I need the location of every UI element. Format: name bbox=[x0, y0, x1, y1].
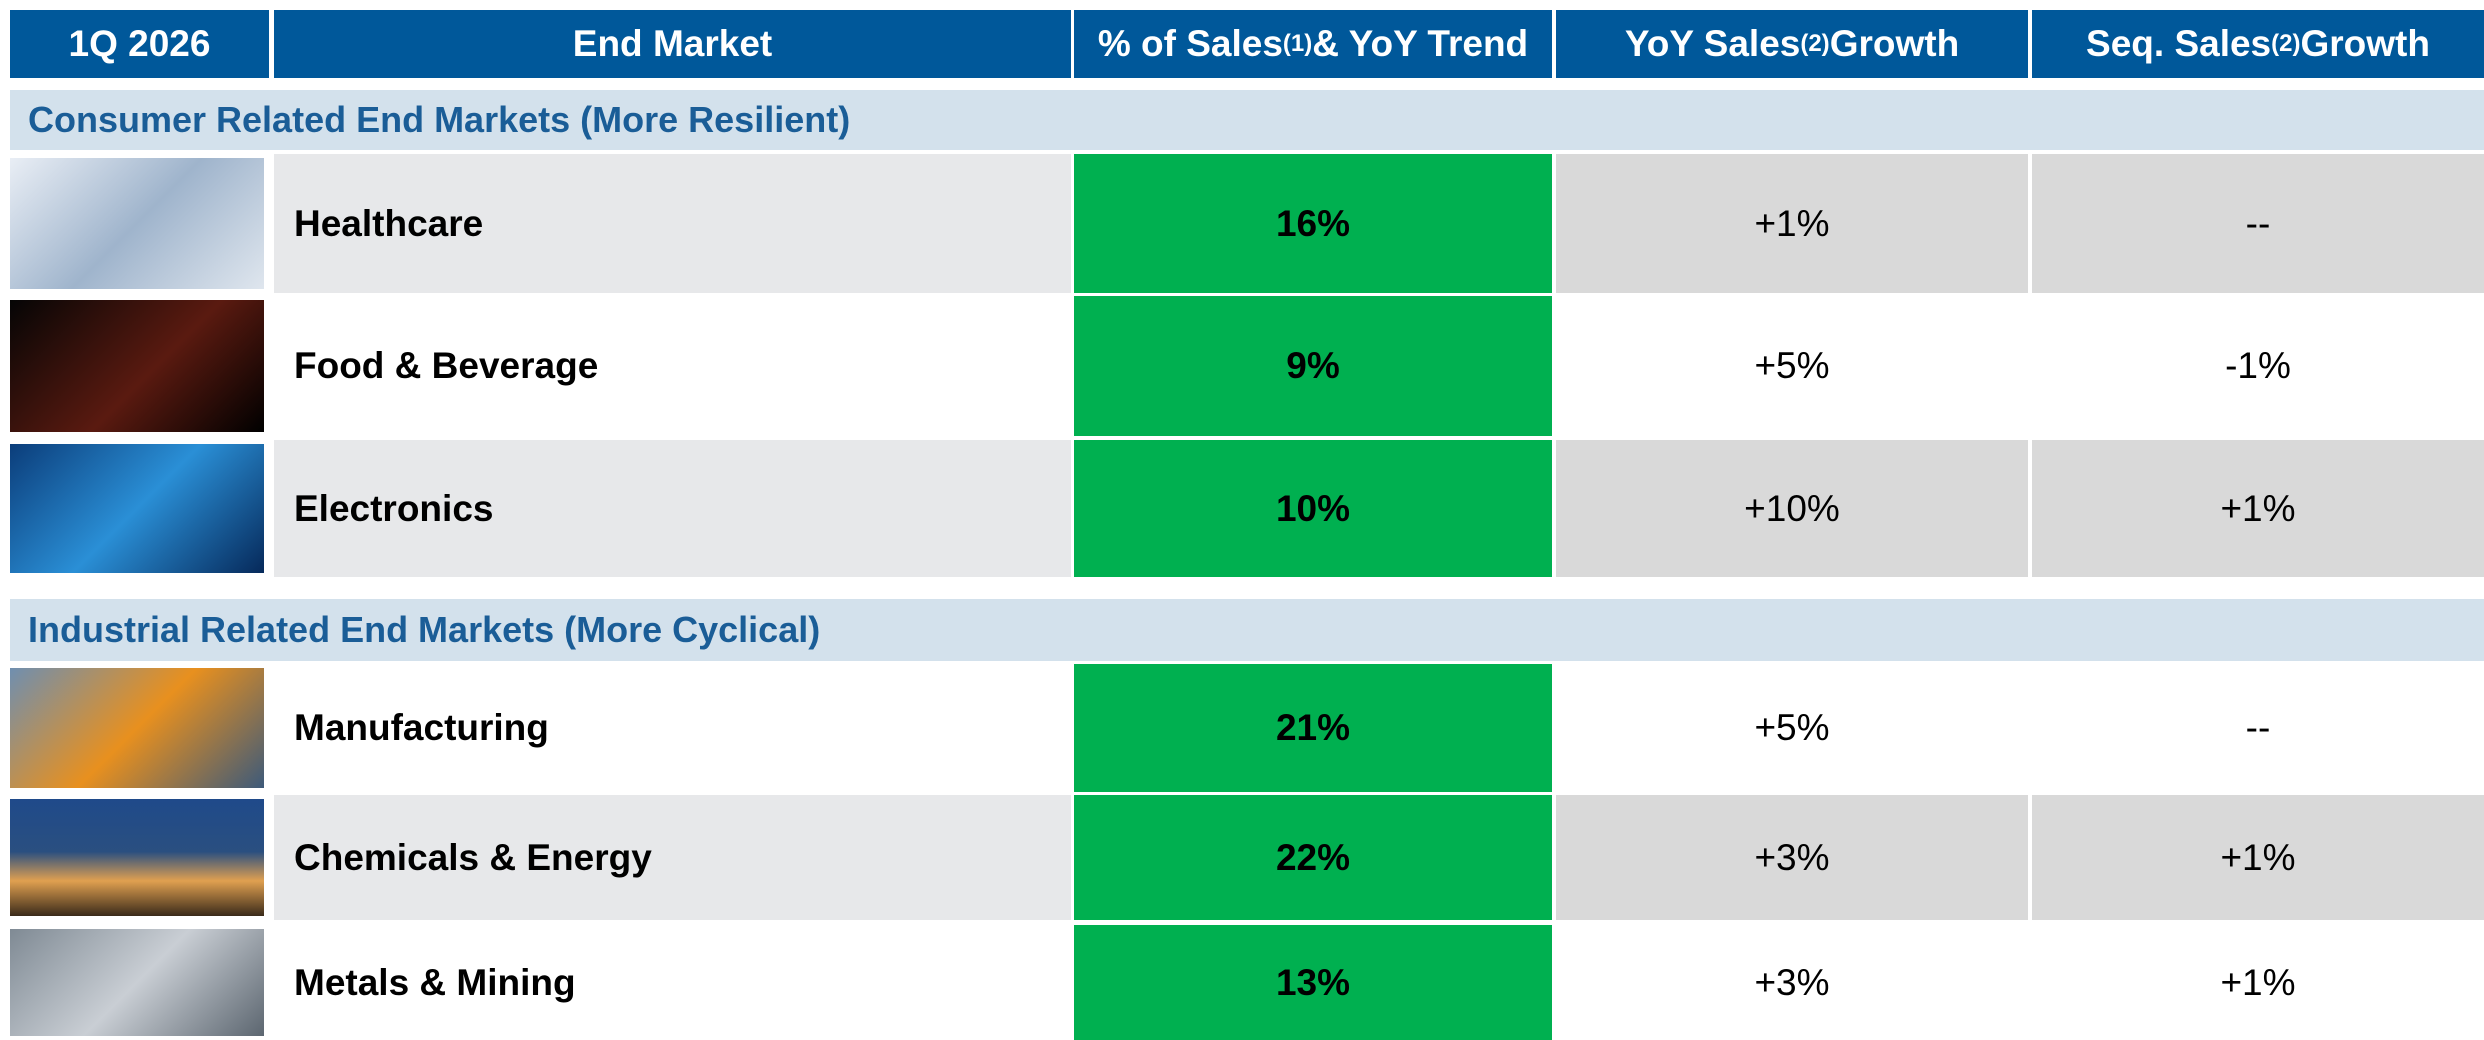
header-text: YoY Sales bbox=[1624, 23, 1801, 64]
header-text: Growth bbox=[1829, 23, 1960, 64]
yoy-growth: +1% bbox=[1556, 154, 2028, 293]
market-label: Manufacturing bbox=[274, 664, 1071, 792]
market-photo bbox=[10, 668, 264, 788]
column-header: End Market bbox=[274, 10, 1071, 78]
seq-growth: +1% bbox=[2032, 925, 2484, 1040]
column-header: 1Q 2026 bbox=[10, 10, 269, 78]
seq-growth: +1% bbox=[2032, 440, 2484, 577]
market-photo bbox=[10, 929, 264, 1036]
seq-growth: +1% bbox=[2032, 795, 2484, 920]
section-title: Industrial Related End Markets (More Cyc… bbox=[10, 599, 2484, 661]
yoy-growth: +3% bbox=[1556, 795, 2028, 920]
header-text: Seq. Sales bbox=[2086, 23, 2272, 64]
market-label: Electronics bbox=[274, 440, 1071, 577]
sales-share: 13% bbox=[1074, 925, 1552, 1040]
yoy-growth: +5% bbox=[1556, 664, 2028, 792]
header-text: & YoY Trend bbox=[1312, 23, 1529, 64]
market-label: Food & Beverage bbox=[274, 296, 1071, 436]
market-photo bbox=[10, 799, 264, 916]
market-photo bbox=[10, 300, 264, 432]
market-photo bbox=[10, 158, 264, 289]
yoy-growth: +10% bbox=[1556, 440, 2028, 577]
header-text: % of Sales bbox=[1097, 23, 1283, 64]
column-header: YoY Sales (2) Growth bbox=[1556, 10, 2028, 78]
sales-share: 21% bbox=[1074, 664, 1552, 792]
sales-share: 16% bbox=[1074, 154, 1552, 293]
market-label: Chemicals & Energy bbox=[274, 795, 1071, 920]
sales-share: 9% bbox=[1074, 296, 1552, 436]
yoy-growth: +5% bbox=[1556, 296, 2028, 436]
seq-growth: -1% bbox=[2032, 296, 2484, 436]
seq-growth: -- bbox=[2032, 154, 2484, 293]
seq-growth: -- bbox=[2032, 664, 2484, 792]
sales-share: 10% bbox=[1074, 440, 1552, 577]
column-header: Seq. Sales (2) Growth bbox=[2032, 10, 2484, 78]
column-header: % of Sales (1) & YoY Trend bbox=[1074, 10, 1552, 78]
market-label: Metals & Mining bbox=[274, 925, 1071, 1040]
section-title: Consumer Related End Markets (More Resil… bbox=[10, 90, 2484, 150]
sales-share: 22% bbox=[1074, 795, 1552, 920]
yoy-growth: +3% bbox=[1556, 925, 2028, 1040]
market-photo bbox=[10, 444, 264, 573]
market-label: Healthcare bbox=[274, 154, 1071, 293]
header-text: Growth bbox=[2300, 23, 2430, 64]
